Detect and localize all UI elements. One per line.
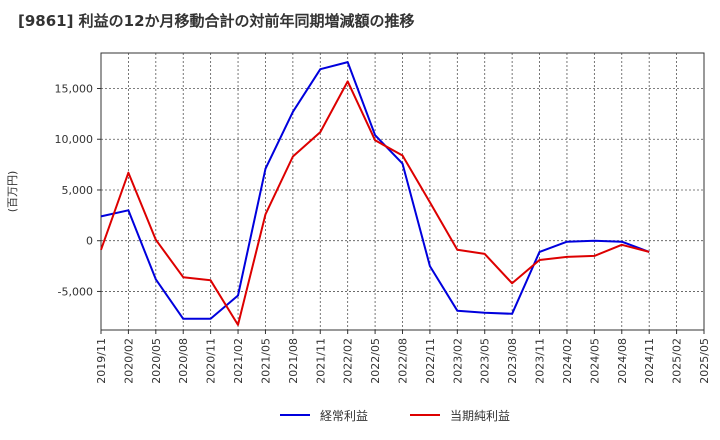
y-tick-label: 5,000 [62,184,94,197]
x-tick-label: 2020/02 [122,338,135,384]
x-tick-label: 2024/02 [561,338,574,384]
legend-label-2: 当期純利益 [450,409,510,423]
series-line-2 [100,80,650,326]
x-tick-label: 2021/05 [259,338,272,384]
series-line-1 [100,61,650,320]
x-tick-label: 2021/08 [287,338,300,384]
legend-label-1: 経常利益 [320,409,368,423]
y-tick-label: 0 [86,235,93,248]
x-tick-label: 2019/11 [95,338,108,384]
y-tick-label: -5,000 [58,285,93,298]
x-tick-label: 2023/11 [534,338,547,384]
x-tick-label: 2024/05 [588,338,601,384]
x-tick-label: 2022/11 [424,338,437,384]
x-tick-label: 2025/02 [671,338,684,384]
x-tick-label: 2022/08 [397,338,410,384]
x-tick-label: 2024/08 [616,338,629,384]
x-tick-label: 2020/08 [177,338,190,384]
x-tick-label: 2023/05 [479,338,492,384]
y-tick-label: 10,000 [55,133,94,146]
x-tick-label: 2021/11 [314,338,327,384]
x-tick-label: 2022/05 [369,338,382,384]
x-tick-label: 2020/11 [205,338,218,384]
y-tick-label: 15,000 [55,83,94,96]
x-tick-label: 2023/02 [451,338,464,384]
x-tick-label: 2020/05 [150,338,163,384]
x-tick-label: 2022/02 [342,338,355,384]
x-tick-label: 2023/08 [506,338,519,384]
chart-title: [9861] 利益の12か月移動合計の対前年同期増減額の推移 [18,12,415,30]
y-axis-label: (百万円) [6,171,19,213]
x-tick-label: 2025/05 [698,338,711,384]
x-tick-label: 2021/02 [232,338,245,384]
plot-area [101,53,704,330]
x-tick-label: 2024/11 [643,338,656,384]
